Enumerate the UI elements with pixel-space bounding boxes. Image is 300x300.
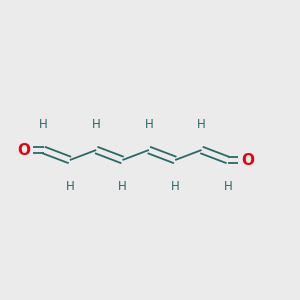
Text: H: H [39, 118, 48, 130]
Text: H: H [197, 118, 206, 130]
Text: O: O [18, 142, 31, 158]
Text: H: H [118, 180, 127, 193]
Text: H: H [92, 118, 100, 130]
Text: H: H [145, 118, 153, 130]
Text: H: H [171, 180, 180, 193]
Text: H: H [65, 180, 74, 193]
Text: H: H [224, 180, 232, 193]
Text: O: O [241, 152, 254, 167]
